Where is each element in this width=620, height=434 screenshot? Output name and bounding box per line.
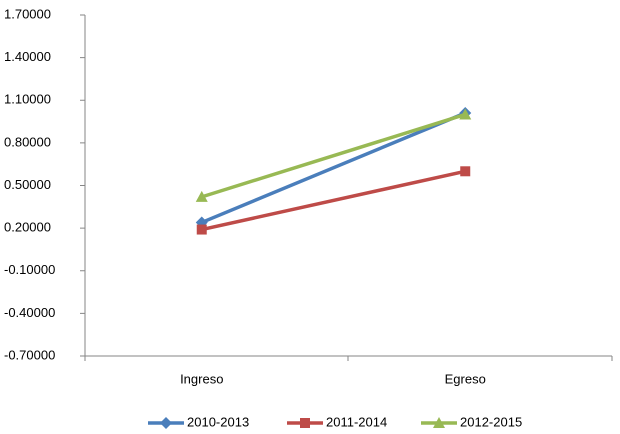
series-line: [201, 111, 466, 225]
x-tick-label: Ingreso: [180, 371, 223, 386]
y-tick-label: -0.70000: [4, 347, 55, 362]
y-tick-label: 1.40000: [4, 49, 51, 64]
y-tick-label: 0.20000: [4, 220, 51, 235]
y-tick-label: -0.10000: [4, 262, 55, 277]
marker: [195, 190, 208, 202]
series-line: [201, 169, 466, 232]
legend-label: 2012-2015: [460, 414, 522, 429]
x-tick-label: Egreso: [445, 371, 486, 386]
legend-marker: [433, 417, 445, 428]
y-tick-label: -0.40000: [4, 305, 55, 320]
marker: [459, 108, 472, 120]
legend-label: 2010-2013: [187, 414, 249, 429]
legend-label: 2011-2014: [326, 414, 387, 429]
y-tick-label: 0.80000: [4, 134, 51, 149]
legend-marker: [160, 417, 172, 429]
legend-marker: [300, 418, 310, 428]
marker: [196, 224, 207, 235]
y-tick-label: 1.70000: [4, 6, 51, 21]
y-tick-label: 1.10000: [4, 92, 51, 107]
marker: [460, 166, 471, 177]
y-tick-label: 0.50000: [4, 177, 51, 192]
series-line: [201, 112, 466, 199]
